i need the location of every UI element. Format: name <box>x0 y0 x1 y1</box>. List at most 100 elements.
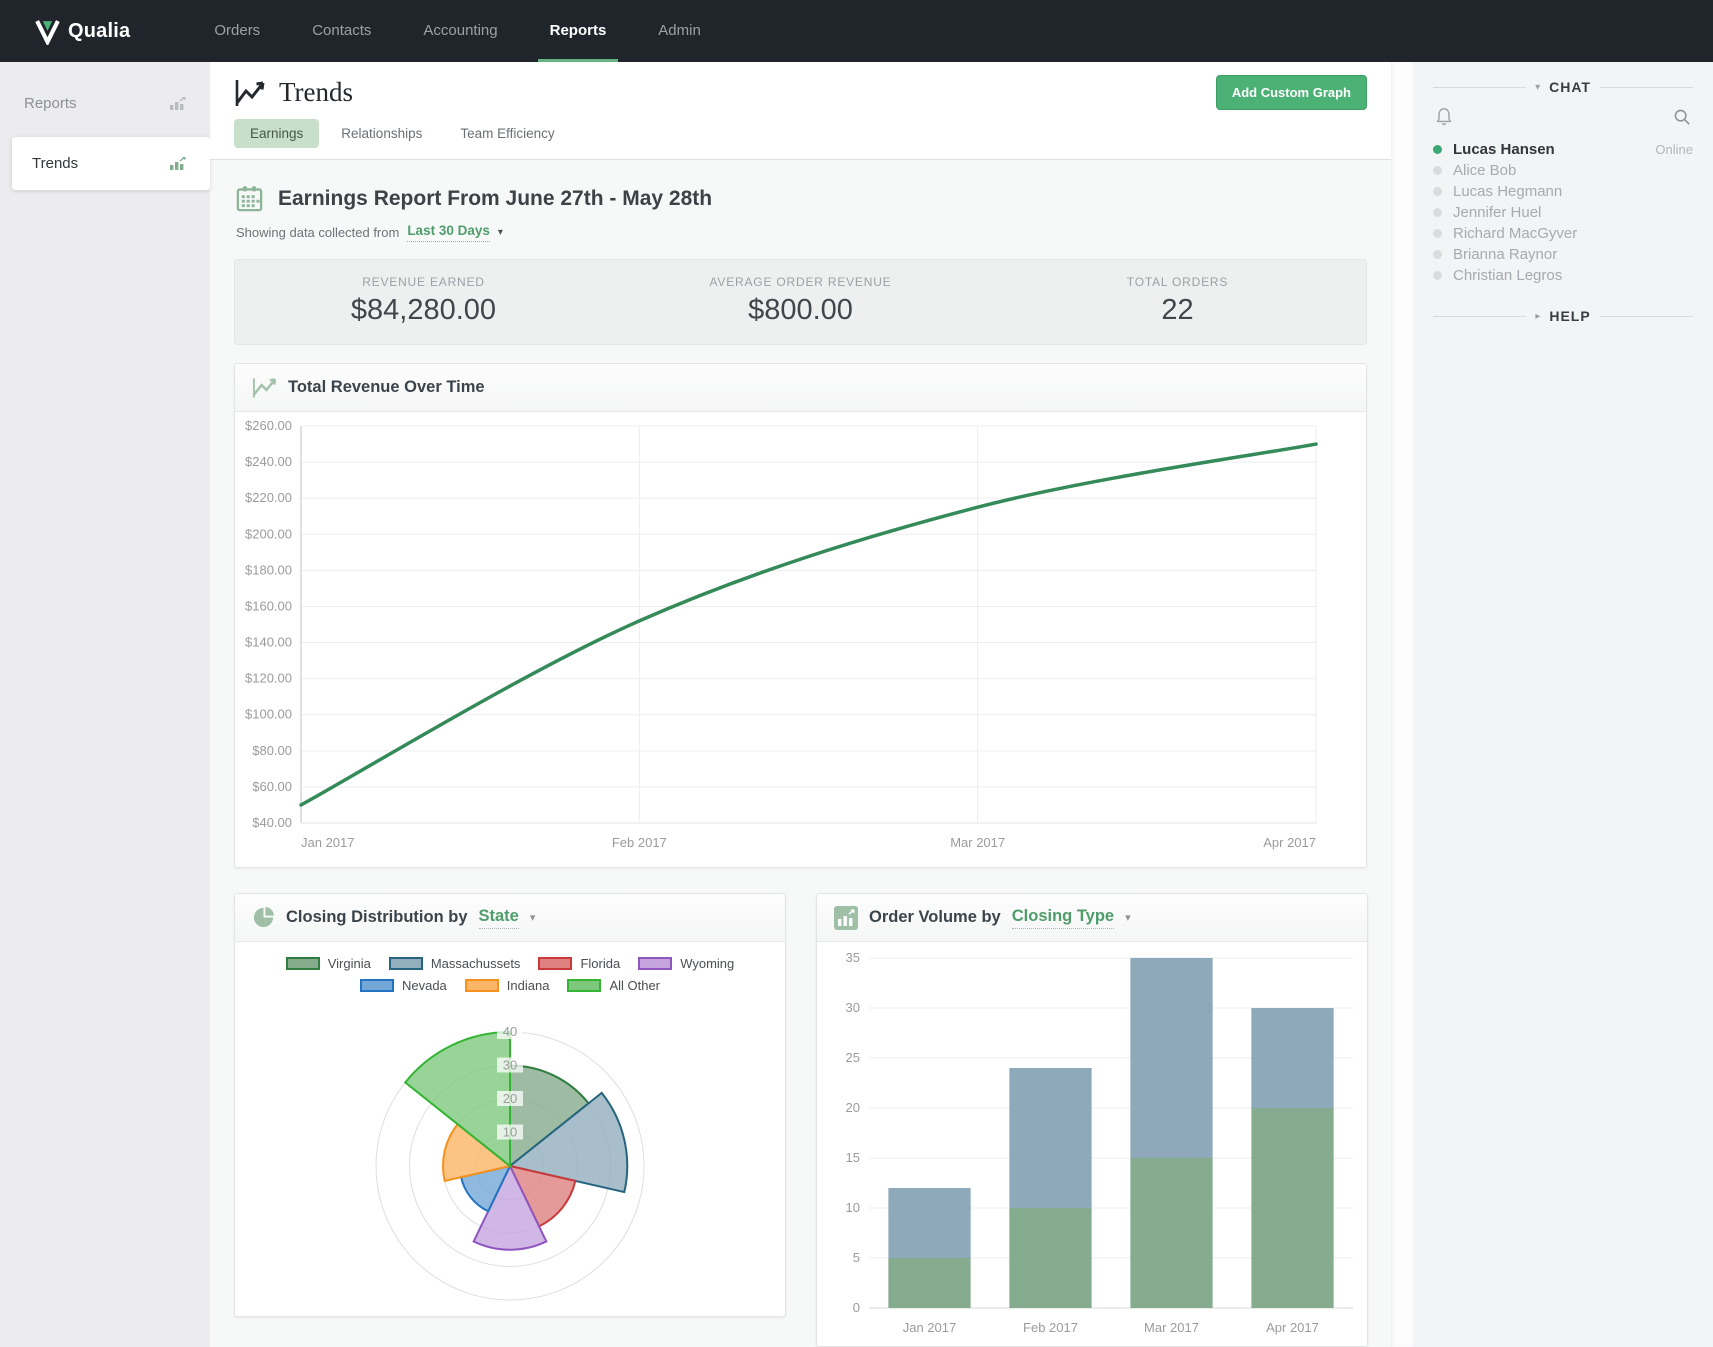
legend-item-indiana[interactable]: Indiana <box>465 978 550 993</box>
svg-text:15: 15 <box>846 1150 860 1165</box>
chat-user-christian-legros[interactable]: Christian Legros <box>1433 265 1693 286</box>
svg-text:40: 40 <box>503 1024 517 1039</box>
tab-relationships[interactable]: Relationships <box>325 119 438 148</box>
summary-stats-bar: REVENUE EARNED $84,280.00 AVERAGE ORDER … <box>234 259 1367 345</box>
legend-item-all-other[interactable]: All Other <box>567 978 660 993</box>
stat-label: AVERAGE ORDER REVENUE <box>612 275 989 289</box>
chat-user-name: Richard MacGyver <box>1453 225 1577 242</box>
chat-user-name: Jennifer Huel <box>1453 204 1541 221</box>
volume-by-selector[interactable]: Closing Type <box>1012 907 1114 929</box>
nav-item-admin[interactable]: Admin <box>632 0 727 62</box>
stat-value: 22 <box>989 294 1366 327</box>
bar-chart-icon <box>170 97 188 110</box>
svg-text:Jan 2017: Jan 2017 <box>903 1320 957 1335</box>
chat-user-brianna-raynor[interactable]: Brianna Raynor <box>1433 244 1693 265</box>
svg-text:$100.00: $100.00 <box>245 707 292 722</box>
nav-item-accounting[interactable]: Accounting <box>397 0 523 62</box>
legend-label: Massachussets <box>431 956 521 971</box>
order-volume-bar-chart-svg: 05101520253035Jan 2017Feb 2017Mar 2017Ap… <box>817 942 1367 1346</box>
report-heading: Earnings Report From June 27th - May 28t… <box>278 187 712 211</box>
svg-text:Apr 2017: Apr 2017 <box>1266 1320 1319 1335</box>
help-title: HELP <box>1549 308 1590 324</box>
svg-text:35: 35 <box>846 950 860 965</box>
nav-item-contacts[interactable]: Contacts <box>286 0 397 62</box>
chat-user-name: Alice Bob <box>1453 162 1516 179</box>
chevron-down-icon[interactable]: ▾ <box>1125 911 1131 924</box>
svg-text:$40.00: $40.00 <box>252 815 292 830</box>
calendar-icon <box>234 183 265 214</box>
closing-distribution-polar-chart: 10203040 <box>235 1000 785 1316</box>
legend-swatch <box>465 979 499 992</box>
reports-sidebar: Reports Trends <box>0 62 210 1347</box>
tab-team-efficiency[interactable]: Team Efficiency <box>444 119 570 148</box>
stat-revenue-earned: REVENUE EARNED $84,280.00 <box>235 275 612 327</box>
svg-text:$60.00: $60.00 <box>252 779 292 794</box>
report-tabs: Earnings Relationships Team Efficiency <box>234 119 1367 159</box>
main-content: Trends Add Custom Graph Earnings Relatio… <box>210 62 1391 1347</box>
legend-item-nevada[interactable]: Nevada <box>360 978 447 993</box>
chat-user-jennifer-huel[interactable]: Jennifer Huel <box>1433 202 1693 223</box>
legend-label: Nevada <box>402 978 447 993</box>
sidebar-item-trends[interactable]: Trends <box>12 137 210 190</box>
chat-user-alice-bob[interactable]: Alice Bob <box>1433 160 1693 181</box>
total-revenue-card: Total Revenue Over Time $40.00$60.00$80.… <box>234 363 1367 868</box>
svg-text:$240.00: $240.00 <box>245 454 292 469</box>
nav-item-reports[interactable]: Reports <box>524 0 633 62</box>
svg-text:20: 20 <box>846 1100 860 1115</box>
chat-user-name: Lucas Hansen <box>1453 141 1555 158</box>
top-navbar: Qualia Orders Contacts Accounting Report… <box>0 0 1713 62</box>
collapse-caret-icon[interactable]: ▾ <box>1535 82 1540 93</box>
legend-item-massachussets[interactable]: Massachussets <box>389 956 521 971</box>
chat-section-header: ▾ CHAT <box>1433 79 1693 95</box>
chat-user-status: Online <box>1655 142 1693 157</box>
closing-by-selector[interactable]: State <box>479 907 519 929</box>
stat-average-order-revenue: AVERAGE ORDER REVENUE $800.00 <box>612 275 989 327</box>
chat-user-name: Brianna Raynor <box>1453 246 1557 263</box>
chat-user-lucas-hegmann[interactable]: Lucas Hegmann <box>1433 181 1693 202</box>
offline-status-dot <box>1433 229 1442 238</box>
add-custom-graph-button[interactable]: Add Custom Graph <box>1216 75 1367 110</box>
stat-total-orders: TOTAL ORDERS 22 <box>989 275 1366 327</box>
notification-bell-icon[interactable] <box>1435 107 1453 126</box>
legend-item-wyoming[interactable]: Wyoming <box>638 956 734 971</box>
svg-text:10: 10 <box>503 1125 517 1140</box>
help-section-header: ▸ HELP <box>1433 308 1693 324</box>
search-icon[interactable] <box>1673 108 1691 126</box>
sidebar-item-label: Trends <box>32 155 78 172</box>
legend-item-florida[interactable]: Florida <box>538 956 620 971</box>
chat-sidebar: ▾ CHAT Lucas HansenOnlineAlice BobLucas … <box>1413 62 1713 1347</box>
scroll-gutter[interactable] <box>1391 62 1413 1347</box>
svg-text:$120.00: $120.00 <box>245 671 292 686</box>
qualia-logo[interactable]: Qualia <box>34 18 130 45</box>
expand-caret-icon[interactable]: ▸ <box>1535 311 1540 322</box>
trends-line-chart-icon <box>234 79 266 107</box>
nav-item-orders[interactable]: Orders <box>188 0 286 62</box>
chevron-down-icon[interactable]: ▾ <box>498 227 503 238</box>
line-chart-icon <box>252 377 277 399</box>
chevron-down-icon[interactable]: ▾ <box>530 911 536 924</box>
stat-label: REVENUE EARNED <box>235 275 612 289</box>
legend-item-virginia[interactable]: Virginia <box>286 956 371 971</box>
tab-earnings[interactable]: Earnings <box>234 119 319 148</box>
sidebar-item-reports[interactable]: Reports <box>0 80 210 127</box>
showing-data-label: Showing data collected from <box>236 225 399 240</box>
revenue-line-chart: $40.00$60.00$80.00$100.00$120.00$140.00$… <box>235 412 1366 867</box>
offline-status-dot <box>1433 208 1442 217</box>
sidebar-item-label: Reports <box>24 95 77 112</box>
pie-chart-icon <box>252 906 275 929</box>
legend-swatch <box>389 957 423 970</box>
trends-header: Trends Add Custom Graph Earnings Relatio… <box>210 62 1391 160</box>
chat-user-richard-macgyver[interactable]: Richard MacGyver <box>1433 223 1693 244</box>
date-range-selector[interactable]: Last 30 Days <box>407 223 490 242</box>
polar-chart-legend: Virginia Massachussets Florida Wyoming Nevad… <box>235 942 785 993</box>
svg-text:$200.00: $200.00 <box>245 526 292 541</box>
stat-label: TOTAL ORDERS <box>989 275 1366 289</box>
bar-segment-green-series-4 <box>1251 1108 1333 1308</box>
bar-chart-icon <box>834 906 858 930</box>
svg-text:Jan 2017: Jan 2017 <box>301 835 355 850</box>
svg-text:$220.00: $220.00 <box>245 490 292 505</box>
chat-user-list: Lucas Hansen Online Alice Bob Lucas Hegmann… <box>1433 139 1693 286</box>
card-title: Closing Distribution by <box>286 908 468 927</box>
bar-segment-blue-series-1 <box>888 1188 970 1258</box>
chat-user-lucas-hansen[interactable]: Lucas Hansen Online <box>1433 139 1693 160</box>
